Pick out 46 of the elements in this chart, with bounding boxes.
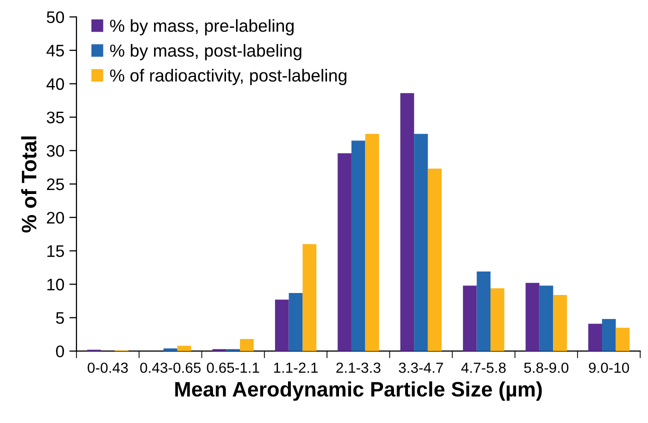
- y-tick-label: 25: [46, 178, 64, 190]
- x-tick-label: 4.7-5.8: [461, 362, 506, 373]
- bar: [490, 288, 504, 352]
- y-tick-label: 30: [46, 144, 64, 157]
- bar: [302, 244, 316, 352]
- bar: [338, 153, 352, 352]
- x-tick-label: 5.8-9.0: [524, 362, 568, 373]
- bar: [539, 286, 554, 352]
- legend-label: % by mass, post-labeling: [110, 44, 302, 60]
- bar: [288, 292, 303, 352]
- y-tick-label: 10: [47, 278, 64, 290]
- bar: [602, 319, 616, 352]
- x-tick-label: 9.0-10: [588, 362, 630, 373]
- x-tick-label: 1.1-2.1: [274, 362, 318, 373]
- y-tick-label: 35: [46, 112, 64, 124]
- y-tick-label: 45: [46, 44, 64, 57]
- bar: [553, 294, 567, 352]
- y-tick-label: 15: [47, 245, 64, 258]
- x-tick-label: 0.43-0.65: [140, 362, 201, 373]
- bar: [400, 93, 414, 352]
- bar: [275, 300, 289, 352]
- bar: [428, 168, 442, 352]
- x-tick-label: 0-0.43: [88, 362, 128, 373]
- bar: [476, 272, 491, 352]
- bar: [462, 286, 477, 352]
- x-axis-title: Mean Aerodynamic Particle Size (µm): [175, 381, 542, 401]
- x-tick-label: 3.3-4.7: [398, 362, 443, 373]
- bar: [351, 140, 366, 352]
- y-tick-label: 20: [46, 212, 64, 224]
- bar: [526, 282, 540, 352]
- bar: [365, 134, 380, 352]
- bar: [588, 324, 602, 352]
- bar: [616, 328, 630, 352]
- x-tick-label: 2.1-3.3: [336, 362, 380, 373]
- y-tick-label: 5: [56, 312, 64, 324]
- y-tick-label: 50: [46, 11, 64, 24]
- legend-label: % by mass, pre-labeling: [110, 19, 294, 36]
- y-tick-label: 0: [56, 345, 64, 358]
- y-axis-title: % of Total: [21, 136, 36, 232]
- bar: [164, 348, 178, 352]
- bar: [414, 134, 428, 352]
- legend-label: % of radioactivity, post-labeling: [110, 68, 346, 86]
- bar: [177, 346, 192, 352]
- y-tick-label: 40: [46, 78, 64, 90]
- x-tick-label: 0.65-1.1: [206, 362, 260, 373]
- bar: [240, 339, 254, 352]
